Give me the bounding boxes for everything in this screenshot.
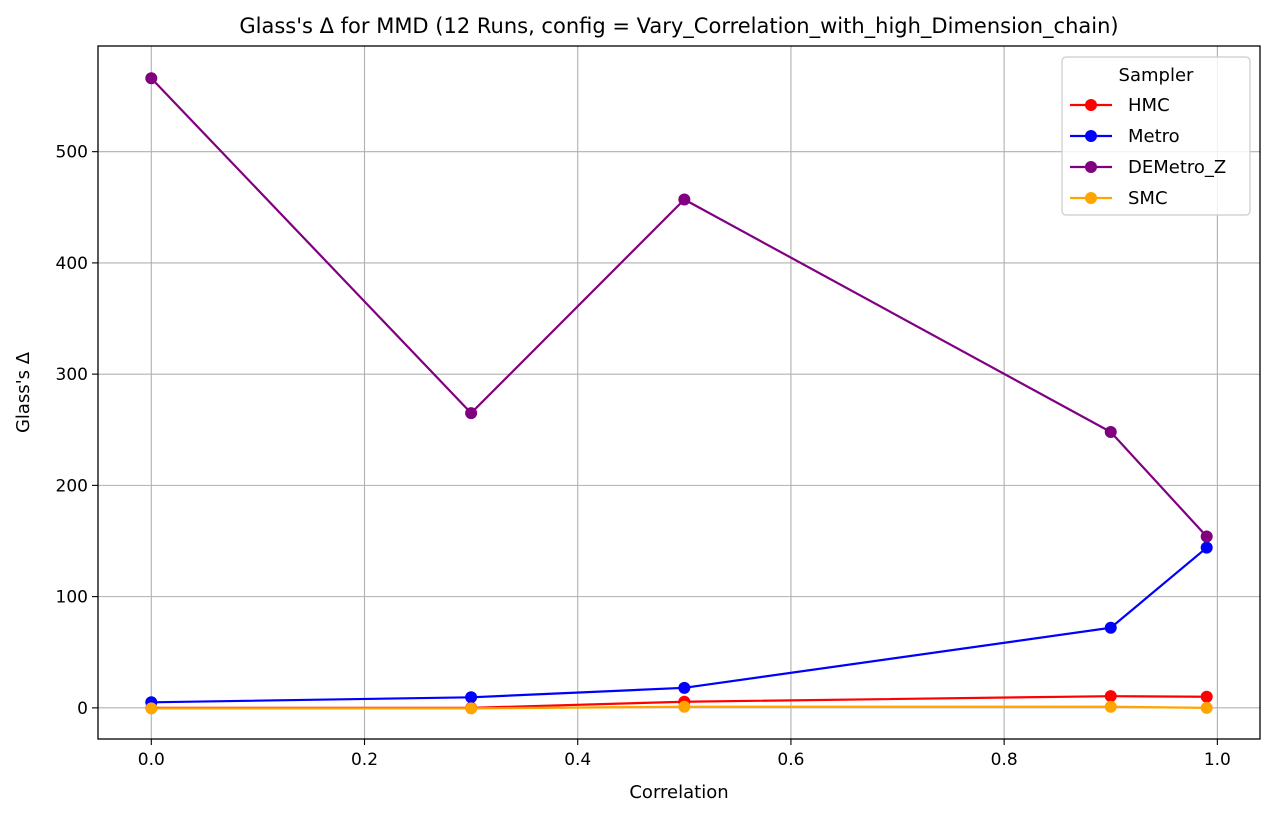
series-line-metro xyxy=(151,546,1208,704)
data-point-demetro-z xyxy=(1200,530,1213,543)
y-tick-label: 100 xyxy=(56,588,88,608)
chart-title: Glass's Δ for MMD (12 Runs, config = Var… xyxy=(239,14,1118,39)
y-axis-label: Glass's Δ xyxy=(13,351,34,433)
y-tick-label: 0 xyxy=(77,699,88,719)
legend-label-metro: Metro xyxy=(1128,126,1180,147)
series-metro xyxy=(145,541,1213,709)
x-tick-label: 0.8 xyxy=(991,750,1018,770)
x-tick-label: 0.0 xyxy=(138,750,165,770)
legend-title: Sampler xyxy=(1119,65,1194,86)
series-hmc xyxy=(145,690,1213,714)
x-tick-label: 1.0 xyxy=(1204,750,1231,770)
legend-marker-metro xyxy=(1085,130,1097,142)
data-point-demetro-z xyxy=(465,407,478,420)
legend-label-smc: SMC xyxy=(1128,188,1168,209)
data-point-hmc xyxy=(1104,690,1117,703)
legend: Sampler HMC Metro DEMetro_Z SMC xyxy=(1061,56,1251,216)
x-tick-label: 0.6 xyxy=(777,750,804,770)
x-axis-label: Correlation xyxy=(629,782,728,803)
data-point-metro xyxy=(678,681,691,694)
data-point-demetro-z xyxy=(145,72,158,85)
data-point-smc xyxy=(1104,700,1117,713)
data-point-demetro-z xyxy=(678,193,691,206)
data-point-metro xyxy=(465,691,478,704)
series-group xyxy=(145,72,1213,715)
axis-ticks: 0.0 0.2 0.4 0.6 0.8 1.0 0 100 200 300 400 500 xyxy=(56,143,1231,770)
legend-label-hmc: HMC xyxy=(1128,95,1170,116)
data-point-metro xyxy=(1200,541,1213,554)
plot-frame xyxy=(97,45,1261,740)
legend-marker-smc xyxy=(1085,192,1097,204)
legend-marker-demetro-z xyxy=(1085,161,1097,173)
legend-label-demetro-z: DEMetro_Z xyxy=(1128,157,1226,178)
x-tick-label: 0.4 xyxy=(564,750,591,770)
data-point-smc xyxy=(145,702,158,715)
data-point-metro xyxy=(1104,621,1117,634)
y-tick-label: 300 xyxy=(56,365,88,385)
data-point-smc xyxy=(678,700,691,713)
legend-box xyxy=(1061,56,1251,216)
data-point-smc xyxy=(1200,701,1213,714)
y-tick-label: 200 xyxy=(56,476,88,496)
y-tick-label: 400 xyxy=(56,254,88,274)
data-point-smc xyxy=(465,702,478,715)
series-demetro-z xyxy=(145,72,1213,543)
legend-marker-hmc xyxy=(1085,99,1097,111)
data-point-demetro-z xyxy=(1104,425,1117,438)
y-tick-label: 500 xyxy=(56,143,88,163)
series-line-demetro-z xyxy=(150,77,1208,538)
x-tick-label: 0.2 xyxy=(351,750,378,770)
data-point-hmc xyxy=(1200,690,1213,703)
series-smc xyxy=(145,700,1213,715)
